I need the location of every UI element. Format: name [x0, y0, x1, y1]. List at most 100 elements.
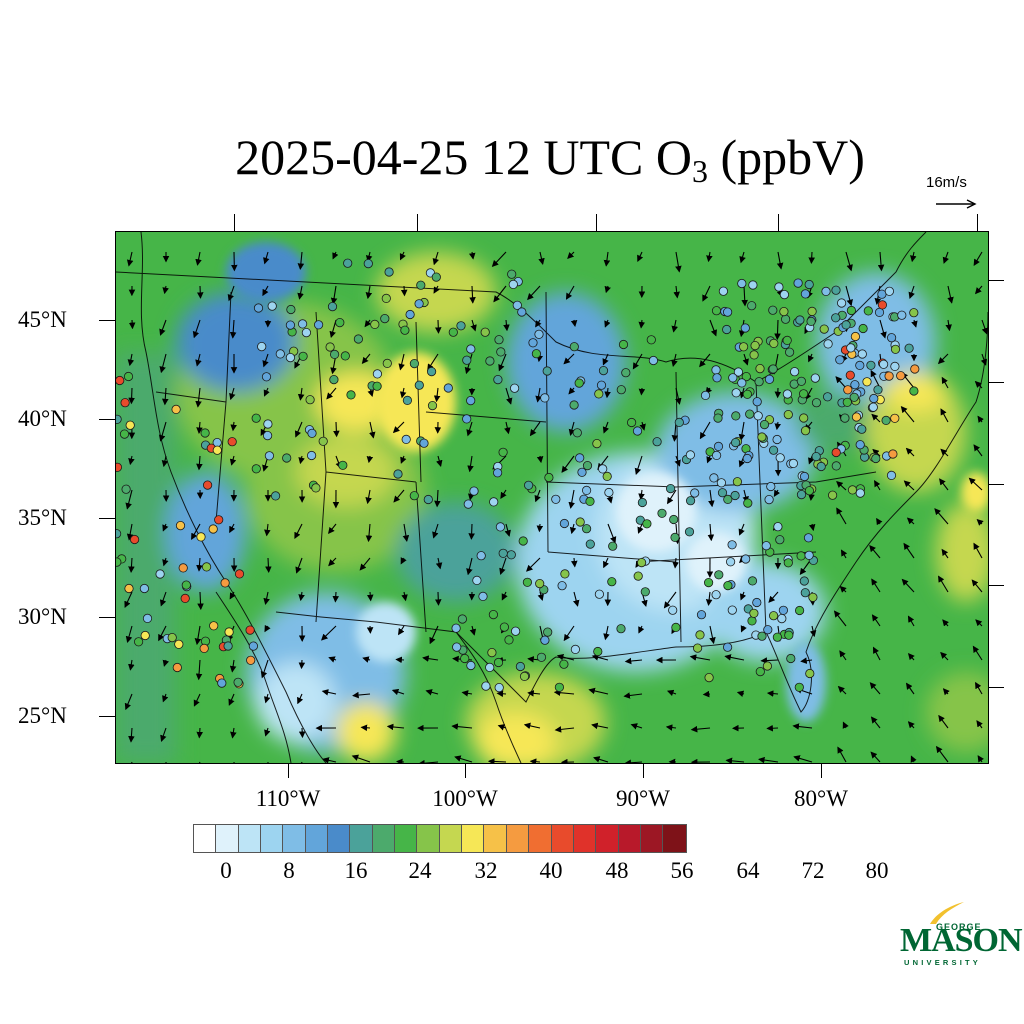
station-dot [298, 351, 308, 361]
station-dot [798, 389, 809, 399]
colorbar-swatch [618, 825, 641, 852]
wind-vector [393, 489, 405, 503]
station-dot [799, 471, 810, 482]
wind-vector [638, 319, 646, 329]
station-dot [544, 472, 554, 483]
station-dot [353, 334, 363, 344]
station-dot [692, 643, 703, 653]
station-dot [509, 383, 520, 393]
wind-vector [263, 591, 270, 605]
colorbar [193, 824, 687, 853]
station-dot [862, 377, 872, 387]
station-dot [696, 610, 707, 620]
station-dot [405, 309, 415, 320]
station-dot [755, 364, 765, 374]
station-dot [248, 641, 258, 651]
wind-vector [392, 421, 405, 434]
lon-label: 80°W [794, 786, 848, 811]
wind-vector [977, 755, 984, 763]
wind-vector [738, 523, 745, 536]
wind-vector [294, 421, 303, 438]
station-dot [489, 497, 499, 507]
station-dot [223, 641, 233, 651]
station-dot [780, 314, 791, 324]
wind-vector [908, 285, 915, 299]
left-tick [99, 419, 115, 420]
wind-vector [671, 353, 678, 367]
wind-vector [454, 755, 473, 763]
station-dot [795, 315, 805, 325]
wind-vector [124, 693, 133, 711]
colorbar-tick-label: 72 [801, 858, 825, 883]
wind-vector [639, 421, 646, 431]
station-dot [733, 367, 744, 377]
wind-vector [196, 455, 203, 471]
station-dot [608, 541, 618, 551]
wind-vector [905, 447, 915, 457]
wind-vector [941, 376, 949, 389]
station-dot [569, 342, 579, 352]
station-dot [782, 389, 793, 399]
colorbar-swatch [506, 825, 530, 852]
station-dot [534, 329, 544, 339]
station-dot [768, 611, 779, 621]
wind-vector [298, 591, 305, 602]
wind-vector [871, 614, 881, 627]
wind-vector [699, 421, 711, 440]
station-dot [836, 298, 847, 308]
station-dot [858, 323, 868, 334]
wind-vector [805, 387, 813, 401]
wind-vector [675, 387, 682, 405]
wind-vector [911, 319, 918, 328]
wind-vector [504, 421, 511, 435]
station-dot [685, 450, 696, 460]
wind-vector [418, 759, 439, 763]
colorbar-tick-label: 56 [670, 858, 694, 883]
station-dot [414, 299, 424, 309]
wind-vector [264, 523, 271, 537]
station-dot [778, 605, 789, 615]
wind-vector [671, 319, 678, 333]
station-dot [743, 498, 753, 508]
wind-vector [976, 518, 984, 526]
station-dot [327, 302, 338, 312]
wind-vector [126, 251, 134, 267]
wind-vector [322, 757, 337, 763]
station-dot [130, 534, 140, 545]
wind-vector [366, 455, 374, 464]
wind-vector [529, 758, 541, 763]
station-dot [712, 373, 722, 383]
wind-vector [391, 688, 405, 696]
wind-vector [193, 693, 201, 707]
station-dot [783, 410, 793, 420]
wind-vector [227, 285, 235, 302]
wind-vector [945, 319, 952, 332]
right-tick [988, 484, 1004, 485]
station-dot [774, 282, 784, 292]
station-dot [855, 440, 865, 450]
left-tick [99, 518, 115, 519]
wind-vector [195, 251, 202, 266]
colorbar-swatch [529, 825, 552, 852]
station-dot [174, 639, 184, 649]
wind-vector [871, 578, 881, 593]
wind-vector [940, 448, 949, 457]
wind-vector [321, 689, 337, 696]
wind-vector [399, 387, 407, 399]
wind-vector [128, 455, 135, 466]
wind-vector [162, 659, 170, 667]
wind-vector [910, 755, 917, 763]
wind-vector [675, 251, 682, 273]
station-dot [175, 520, 186, 531]
wind-vector [229, 319, 237, 339]
station-dot [722, 307, 733, 317]
wind-vector [535, 387, 542, 403]
station-dot [757, 631, 767, 641]
wind-vector [427, 353, 439, 371]
station-dot [155, 569, 165, 579]
wind-vector [739, 251, 746, 264]
station-dot [123, 371, 134, 382]
colorbar-tick-label: 0 [220, 858, 232, 883]
wind-vector [800, 657, 813, 664]
wind-vector [503, 319, 510, 332]
